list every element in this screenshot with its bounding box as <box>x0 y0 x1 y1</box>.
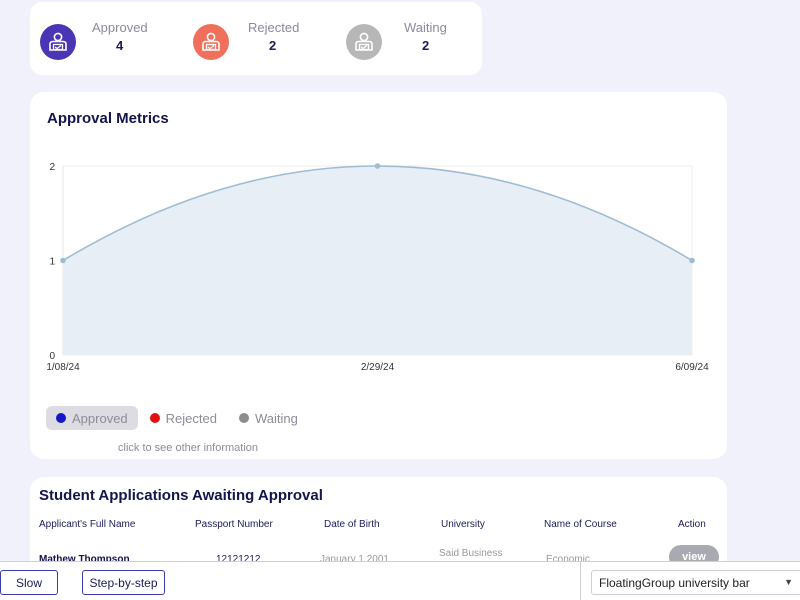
approved-user-icon <box>40 24 76 60</box>
cell-course: Economic <box>546 554 590 565</box>
col-header-passport: Passport Number <box>195 519 273 530</box>
chart-legend: Approved Rejected Waiting <box>46 406 310 430</box>
step-by-step-button[interactable]: Step-by-step <box>82 570 165 595</box>
cell-passport: 12121212 <box>216 554 261 565</box>
y-tick-label: 0 <box>49 351 55 362</box>
y-tick-label: 2 <box>49 162 55 173</box>
stat-label: Waiting <box>404 20 447 35</box>
legend-label: Rejected <box>165 410 217 426</box>
y-tick-label: 1 <box>49 257 55 268</box>
stat-value: 2 <box>269 38 277 53</box>
legend-rejected[interactable]: Rejected <box>140 406 227 430</box>
col-header-university: University <box>441 519 485 530</box>
legend-label: Approved <box>72 410 128 426</box>
legend-label: Waiting <box>254 410 298 426</box>
metrics-title: Approval Metrics <box>47 110 169 127</box>
x-tick-label: 1/08/24 <box>46 362 80 373</box>
chevron-down-icon: ▼ <box>784 577 793 587</box>
cell-university: Said Business <box>439 548 503 559</box>
rejected-user-icon <box>193 24 229 60</box>
approval-metrics-card: Approval Metrics 0 1 2 1/08/24 2/29/24 6/09/2… <box>30 92 727 459</box>
cell-dob: January 1 2001 <box>320 554 389 565</box>
waiting-dot-icon <box>238 413 249 423</box>
x-tick-label: 6/09/24 <box>675 362 709 373</box>
stat-value: 2 <box>422 38 430 53</box>
group-select-value: FloatingGroup university bar <box>599 575 750 590</box>
group-select-box[interactable]: FloatingGroup university bar ▼ <box>591 570 800 595</box>
stat-label: Rejected <box>248 20 300 35</box>
col-header-course: Name of Course <box>544 519 617 530</box>
col-header-name: Applicant's Full Name <box>39 519 136 530</box>
control-bar: Slow Step-by-step FloatingGroup universi… <box>0 561 800 600</box>
col-header-dob: Date of Birth <box>324 519 380 530</box>
data-point <box>374 163 381 169</box>
group-selector[interactable]: FloatingGroup university bar ▼ <box>580 562 800 600</box>
stat-label: Approved <box>92 20 148 35</box>
approved-dot-icon <box>56 413 66 423</box>
stats-card: Approved 4 Rejected 2 Waiting 2 <box>30 2 482 75</box>
area-fill <box>63 166 692 355</box>
col-header-action: Action <box>678 519 706 530</box>
rejected-dot-icon <box>149 413 160 423</box>
data-point <box>60 257 66 264</box>
cell-name: Mathew Thompson <box>39 554 130 565</box>
stat-value: 4 <box>116 38 124 53</box>
waiting-user-icon <box>346 24 382 60</box>
legend-approved[interactable]: Approved <box>46 406 138 430</box>
data-point <box>689 257 695 264</box>
x-tick-label: 2/29/24 <box>361 362 395 373</box>
table-title: Student Applications Awaiting Approval <box>39 487 323 504</box>
chart-hint: click to see other information <box>118 442 259 454</box>
approval-chart: 0 1 2 1/08/24 2/29/24 6/09/24 <box>46 162 709 373</box>
slow-button[interactable]: Slow <box>0 570 58 595</box>
legend-waiting[interactable]: Waiting <box>229 406 308 430</box>
